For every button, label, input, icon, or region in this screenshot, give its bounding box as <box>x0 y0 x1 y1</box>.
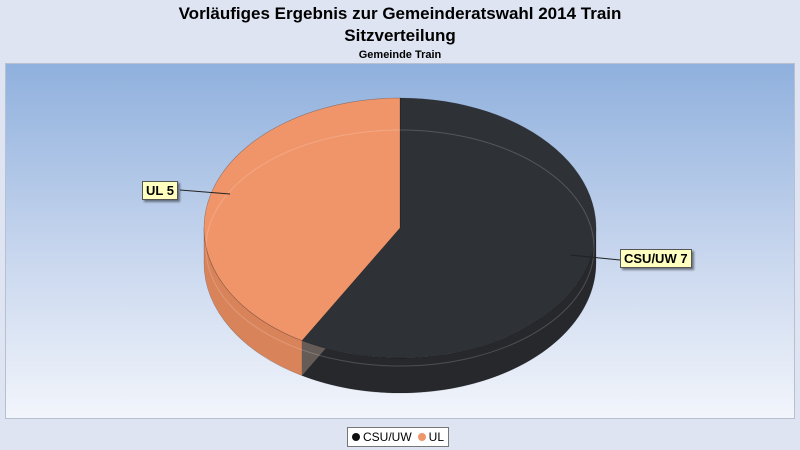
legend-item-ul[interactable]: UL <box>417 430 445 444</box>
data-label-csu-uw: CSU/UW 7 <box>620 249 692 268</box>
data-label-ul: UL 5 <box>142 181 178 200</box>
legend: CSU/UW UL <box>347 427 450 447</box>
legend-marker-csu-uw <box>352 433 360 441</box>
chart-title: Vorläufiges Ergebnis zur Gemeinderatswah… <box>178 4 622 23</box>
legend-label-ul: UL <box>428 430 445 444</box>
legend-label-csu-uw: CSU/UW <box>363 430 412 444</box>
pie-slice-ul[interactable] <box>203 97 401 341</box>
legend-marker-ul <box>417 433 426 441</box>
chart-title-2: Sitzverteilung <box>344 26 456 45</box>
pie-highlight <box>205 129 595 367</box>
leader-line-ul <box>179 189 231 195</box>
legend-item-csu-uw[interactable]: CSU/UW <box>352 430 412 444</box>
pie-slice-csu-uw[interactable] <box>301 97 597 359</box>
leader-line-csu-uw <box>569 254 621 261</box>
chart-subtitle: Gemeinde Train <box>358 49 442 61</box>
